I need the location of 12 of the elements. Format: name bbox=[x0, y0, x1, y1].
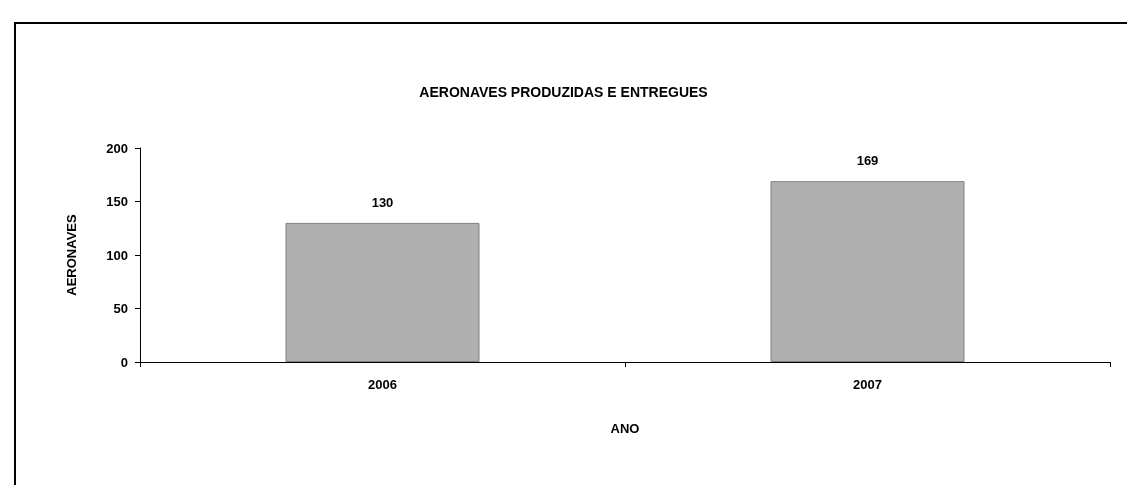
data-label: 130 bbox=[371, 194, 394, 210]
y-tick-label: 0 bbox=[120, 354, 128, 370]
y-tick-label: 100 bbox=[106, 247, 128, 263]
x-axis-title: ANO bbox=[610, 421, 640, 436]
chart-title: AERONAVES PRODUZIDAS E ENTREGUES bbox=[419, 84, 708, 100]
y-tick-label: 200 bbox=[106, 140, 128, 156]
data-label: 169 bbox=[856, 153, 879, 169]
x-tick-label: 2007 bbox=[853, 377, 882, 392]
x-tick-label: 2006 bbox=[368, 377, 397, 392]
y-tick-label: 50 bbox=[113, 301, 128, 316]
y-tick-label: 150 bbox=[106, 194, 128, 209]
y-axis-title: AERONAVES bbox=[64, 213, 79, 296]
